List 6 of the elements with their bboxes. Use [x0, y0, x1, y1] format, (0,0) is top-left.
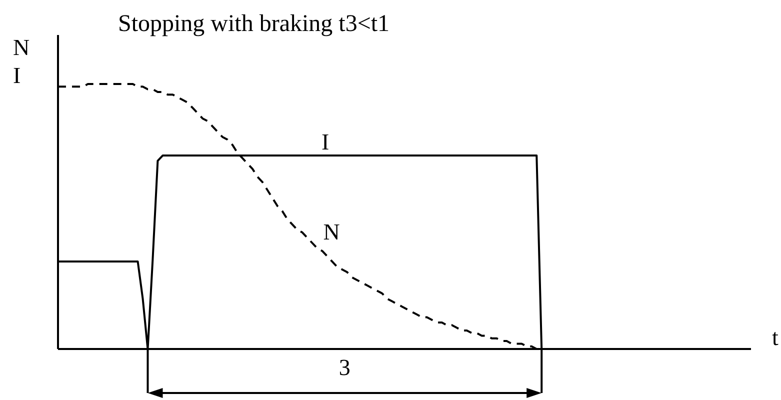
series-label: N [323, 219, 340, 244]
x-axis-title: t [772, 325, 779, 350]
y-axis-title: N I [13, 35, 30, 88]
chart-title: Stopping with braking t3<t1 [118, 11, 390, 37]
series-label: I [321, 130, 330, 155]
text: 3 [338, 355, 350, 380]
